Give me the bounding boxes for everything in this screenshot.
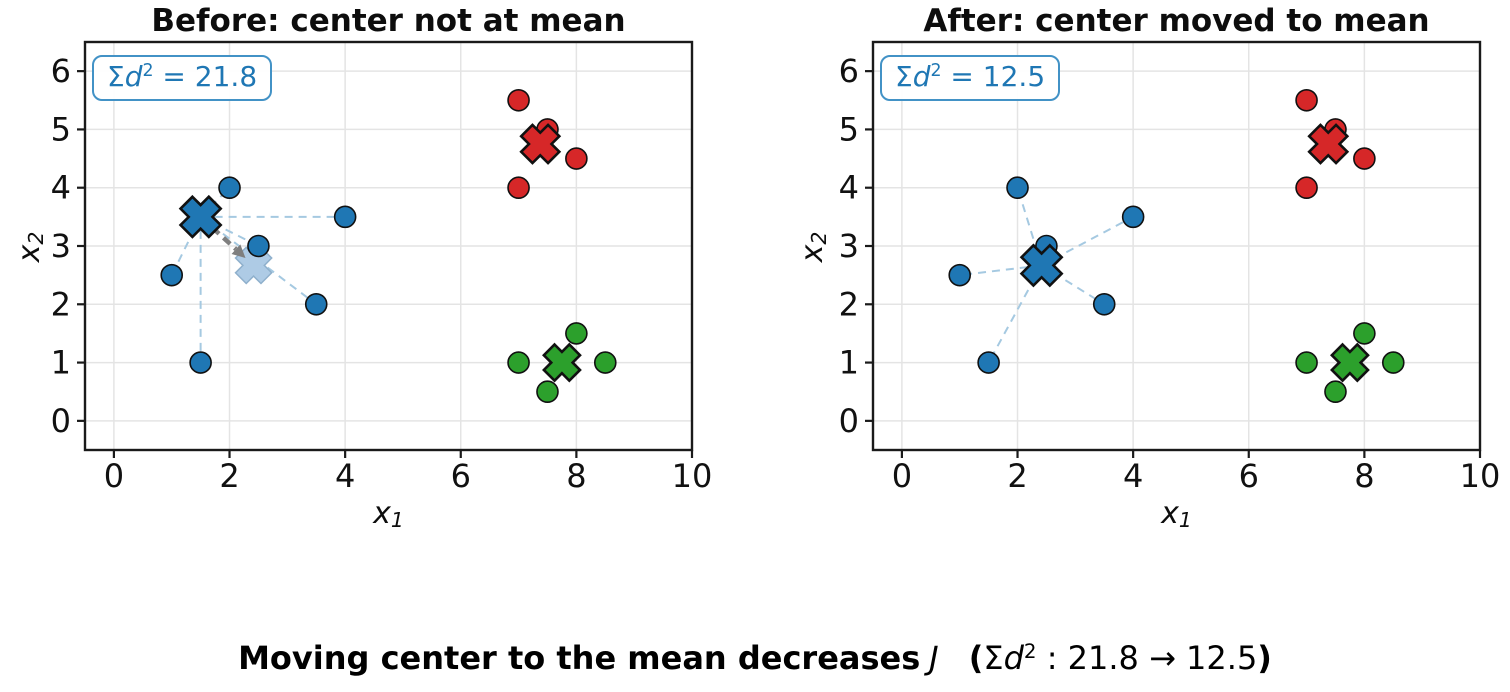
blue-cluster-points (189, 351, 212, 374)
caption-detail: (Σd2 : 21.8 → 12.5) (969, 639, 1272, 677)
y-tick-label: 1 (51, 344, 71, 382)
y-tick-label: 0 (51, 402, 71, 440)
x-axis-label-subscript: 1 (390, 507, 404, 532)
green-center-marker (1330, 342, 1370, 383)
green-cluster-points (536, 380, 559, 404)
x-tick-label: 0 (892, 457, 912, 495)
red-cluster-points (1295, 176, 1318, 200)
green-cluster-points (1353, 322, 1376, 345)
red-cluster-points (507, 176, 530, 200)
green-center-marker (542, 342, 582, 383)
blue-cluster-points (1092, 292, 1116, 316)
y-axis-label-base: x (795, 244, 830, 263)
x-tick-label: 2 (219, 457, 239, 495)
blue-center-marker (1019, 243, 1064, 288)
squared-exponent: 2 (930, 61, 942, 82)
red-center-marker (519, 123, 562, 165)
y-tick-label: 4 (839, 169, 859, 207)
caption-squared: 2 (1023, 640, 1037, 664)
before-y-axis-label: x2 (11, 215, 49, 279)
blue-cluster-points (1006, 176, 1029, 200)
y-tick-label: 2 (51, 285, 71, 323)
after-y-axis-label: x2 (794, 215, 832, 279)
distance-line (170, 216, 202, 276)
red-cluster-points (507, 88, 530, 112)
x-tick-label: 0 (104, 457, 124, 495)
caption-paren-close: ) (1257, 639, 1272, 677)
x-tick-label: 10 (672, 457, 713, 495)
red-cluster-points (565, 147, 588, 170)
x-axis-label-base: x (1161, 496, 1179, 531)
after-x-axis-label: x1 (873, 496, 1480, 532)
sigma-symbol: Σ (107, 60, 125, 93)
red-center-marker (1307, 123, 1350, 165)
blue-center-marker (178, 194, 223, 239)
x-tick-label: 4 (335, 457, 355, 495)
blue-cluster-points (218, 176, 241, 200)
after-plot-title: After: center moved to mean (923, 3, 1430, 39)
figure-caption: Moving center to the mean decreases J (Σd2… (0, 639, 1510, 677)
after-chart-svg: 0 2 4 6 8 10 0 1 2 3 4 5 6 (839, 40, 1501, 495)
red-cluster-points (1353, 147, 1376, 170)
caption-bold-text: Moving center to the mean decreases (238, 639, 921, 677)
squared-exponent: 2 (142, 61, 154, 82)
before-x-axis-label: x1 (85, 496, 692, 532)
green-cluster-points (507, 351, 530, 374)
x-tick-label: 8 (566, 457, 586, 495)
distance-line (1041, 264, 1105, 306)
before-plot-title: Before: center not at mean (151, 3, 626, 39)
annotation-value: = 21.8 (153, 60, 258, 93)
y-tick-label: 2 (839, 285, 859, 323)
green-cluster-points (593, 351, 617, 374)
blue-cluster-points (304, 292, 328, 316)
x-tick-label: 6 (451, 457, 471, 495)
y-tick-label: 5 (839, 110, 859, 148)
y-tick-label: 3 (839, 227, 859, 265)
blue-cluster-points (977, 351, 1000, 374)
x-tick-label: 2 (1007, 457, 1027, 495)
x-tick-label: 4 (1123, 457, 1143, 495)
x-tick-label: 10 (1460, 457, 1501, 495)
caption-j-symbol: J (929, 639, 939, 677)
x-tick-label: 8 (1354, 457, 1374, 495)
y-tick-label: 5 (51, 110, 71, 148)
y-tick-label: 6 (839, 52, 859, 90)
blue-cluster-points (948, 263, 972, 287)
y-tick-label: 0 (839, 402, 859, 440)
green-cluster-points (565, 322, 588, 345)
green-cluster-points (1381, 351, 1405, 374)
sigma-symbol: Σ (895, 60, 913, 93)
y-tick-label: 4 (51, 169, 71, 207)
y-axis-label-subscript: 2 (806, 231, 831, 245)
y-tick-label: 1 (839, 344, 859, 382)
y-tick-label: 6 (51, 52, 71, 90)
after-sum-sq-dist-annotation: Σd2 = 12.5 (880, 55, 1061, 101)
red-cluster-points (1295, 88, 1318, 112)
blue-cluster-points (333, 205, 357, 229)
x-axis-label-subscript: 1 (1178, 507, 1192, 532)
y-axis-label-base: x (12, 244, 47, 263)
green-cluster-points (1324, 380, 1347, 404)
caption-values: : 21.8 → 12.5 (1036, 639, 1258, 677)
shift-arrow-head (231, 244, 246, 258)
blue-cluster-points (160, 263, 184, 287)
d-symbol: d (124, 60, 143, 93)
y-tick-label: 3 (51, 227, 71, 265)
before-chart-svg: 0 2 4 6 8 10 0 1 2 3 4 5 6 (51, 40, 713, 495)
caption-d: d (1003, 639, 1024, 677)
x-axis-label-base: x (373, 496, 391, 531)
before-sum-sq-dist-annotation: Σd2 = 21.8 (92, 55, 273, 101)
x-tick-label: 6 (1239, 457, 1259, 495)
green-cluster-points (1295, 351, 1318, 374)
distance-line (200, 215, 259, 247)
caption-sigma: Σ (983, 639, 1004, 677)
blue-cluster-points (1121, 205, 1145, 229)
annotation-value: = 12.5 (941, 60, 1046, 93)
d-symbol: d (912, 60, 931, 93)
caption-paren-open: ( (968, 639, 984, 677)
blue-cluster-points (247, 234, 270, 258)
y-axis-label-subscript: 2 (23, 231, 48, 245)
